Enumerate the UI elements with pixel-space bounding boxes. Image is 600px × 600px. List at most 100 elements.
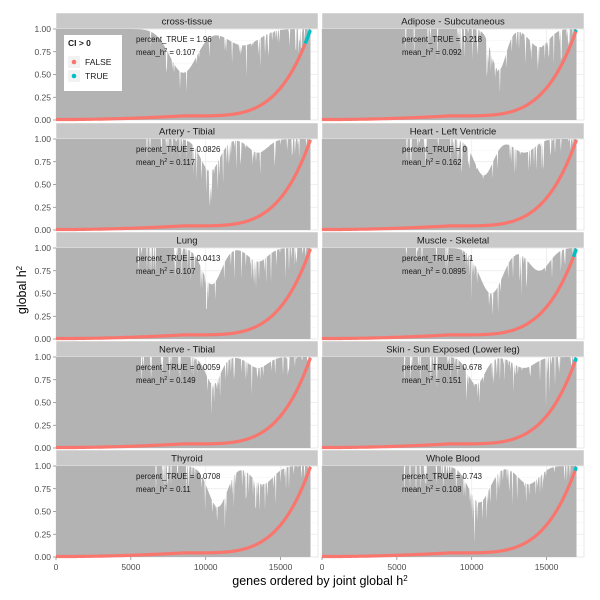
series-false <box>55 248 312 341</box>
series-false <box>321 256 576 341</box>
mean-h2-label-sup: 2 <box>430 158 433 164</box>
x-axis-title-sup: 2 <box>403 574 408 583</box>
series-true <box>574 28 578 33</box>
x-tick-label: 5000 <box>387 562 406 572</box>
mean-h2-label-text: mean_h <box>402 376 430 385</box>
mean-h2-label-sup: 2 <box>430 48 433 54</box>
series-true <box>573 356 578 363</box>
mean-h2-label-sup: 2 <box>164 485 167 491</box>
y-axis-title: global h2 <box>15 265 30 314</box>
mean-h2-label-text: mean_h <box>136 485 164 494</box>
y-tick-label: 0.00 <box>34 443 51 453</box>
mean-h2-label-text: mean_h <box>402 48 430 57</box>
percent-true-label: percent_TRUE = 0.0708 <box>136 472 220 481</box>
y-tick-label: 1.00 <box>34 134 51 144</box>
facet-panel: Lung percent_TRUE = 0.0413 mean_h2 = 0.107 <box>55 231 319 341</box>
y-tick-label: 0.25 <box>34 202 51 212</box>
percent-true-label: percent_TRUE = 0 <box>402 145 467 154</box>
ci-band <box>322 248 577 339</box>
mean-h2-label-sup: 2 <box>430 485 433 491</box>
mean-h2-label-text: mean_h <box>136 376 164 385</box>
ci-band <box>322 357 577 448</box>
series-true <box>573 465 578 472</box>
ci-band <box>56 248 311 339</box>
y-tick-label: 0.25 <box>34 529 51 539</box>
mean-h2-label: mean_h2 = 0.0895 <box>402 267 467 276</box>
x-tick-label: 15000 <box>269 562 293 572</box>
series-true <box>303 28 312 45</box>
mean-h2-label-sup: 2 <box>164 267 167 273</box>
mean-h2-label-value: = 0.0895 <box>433 267 466 276</box>
legend-entry-label: TRUE <box>85 71 108 81</box>
facet-title: Muscle - Skeletal <box>417 236 489 247</box>
mean-h2-label: mean_h2 = 0.11 <box>136 485 191 494</box>
series-false <box>55 466 312 559</box>
x-tick-label: 0 <box>54 562 59 572</box>
y-tick-label: 0.00 <box>34 334 51 344</box>
y-tick-label: 0.50 <box>34 180 51 190</box>
percent-true-label: percent_TRUE = 0.0826 <box>136 145 220 154</box>
legend-entry-label: FALSE <box>85 57 112 67</box>
series-false <box>55 357 312 450</box>
legend: CI > 0 FALSE TRUE <box>64 35 122 91</box>
y-tick-label: 1.00 <box>34 24 51 34</box>
x-tick-label: 5000 <box>121 562 140 572</box>
facet-title: Whole Blood <box>426 454 480 465</box>
mean-h2-label: mean_h2 = 0.149 <box>136 376 196 385</box>
x-tick-label: 10000 <box>194 562 218 572</box>
series-false <box>321 139 578 232</box>
mean-h2-label-value: = 0.108 <box>433 485 461 494</box>
legend-title: CI > 0 <box>68 38 91 48</box>
mean-h2-label: mean_h2 = 0.108 <box>402 485 462 494</box>
mean-h2-label-text: mean_h <box>402 267 430 276</box>
series-false <box>321 31 578 122</box>
y-tick-label: 0.50 <box>34 507 51 517</box>
mean-h2-label: mean_h2 = 0.162 <box>402 158 462 167</box>
mean-h2-label-value: = 0.107 <box>167 267 195 276</box>
y-tick-label: 0.75 <box>34 484 51 494</box>
y-tick-label: 0.50 <box>34 289 51 299</box>
ci-band <box>322 29 577 120</box>
y-axis-title-text: global h <box>15 270 29 314</box>
series-false <box>321 361 577 450</box>
x-axis-title-text: genes ordered by joint global h <box>232 574 403 588</box>
percent-true-label: percent_TRUE = 0.218 <box>402 35 482 44</box>
mean-h2-label: mean_h2 = 0.117 <box>136 158 195 167</box>
y-tick-label: 0.75 <box>34 47 51 57</box>
facet-title: Nerve - Tibial <box>159 345 215 356</box>
percent-true-label: percent_TRUE = 0.743 <box>402 472 482 481</box>
percent-true-label: percent_TRUE = 1.1 <box>402 254 473 263</box>
y-tick-label: 0.25 <box>34 420 51 430</box>
mean-h2-label-value: = 0.092 <box>433 48 461 57</box>
y-tick-label: 1.00 <box>34 243 51 253</box>
legend-key-dot <box>71 73 77 79</box>
mean-h2-label-value: = 0.149 <box>167 376 195 385</box>
mean-h2-label-text: mean_h <box>136 158 164 167</box>
y-tick-label: 1.00 <box>34 352 51 362</box>
x-tick-label: 10000 <box>460 562 484 572</box>
mean-h2-label-text: mean_h <box>402 485 430 494</box>
series-false <box>55 42 307 122</box>
x-tick-label: 15000 <box>535 562 559 572</box>
y-tick-label: 0.25 <box>34 311 51 321</box>
mean-h2-label-value: = 0.162 <box>433 158 461 167</box>
mean-h2-label-sup: 2 <box>164 48 167 54</box>
y-tick-label: 1.00 <box>34 461 51 471</box>
facet-panel: Nerve - Tibial percent_TRUE = 0.0059 mean_… <box>55 340 319 450</box>
mean-h2-label-text: mean_h <box>136 48 164 57</box>
y-tick-label: 0.50 <box>34 70 51 80</box>
mean-h2-label: mean_h2 = 0.151 <box>402 376 462 385</box>
series-false <box>321 470 577 559</box>
mean-h2-label: mean_h2 = 0.092 <box>402 48 462 57</box>
facet-panel: Heart - Left Ventricle percent_TRUE = 0 me… <box>321 122 585 232</box>
mean-h2-label-text: mean_h <box>136 267 164 276</box>
y-tick-label: 0.75 <box>34 157 51 167</box>
legend-key-dot <box>71 59 77 65</box>
ci-band <box>56 139 311 230</box>
axes-layer: 0.00 0.25 0.50 0.75 1.00 0.00 0.25 0.50 0.75 1.00… <box>34 24 558 572</box>
percent-true-label: percent_TRUE = 0.678 <box>402 363 482 372</box>
ci-band <box>56 466 311 557</box>
y-tick-label: 0.75 <box>34 266 51 276</box>
